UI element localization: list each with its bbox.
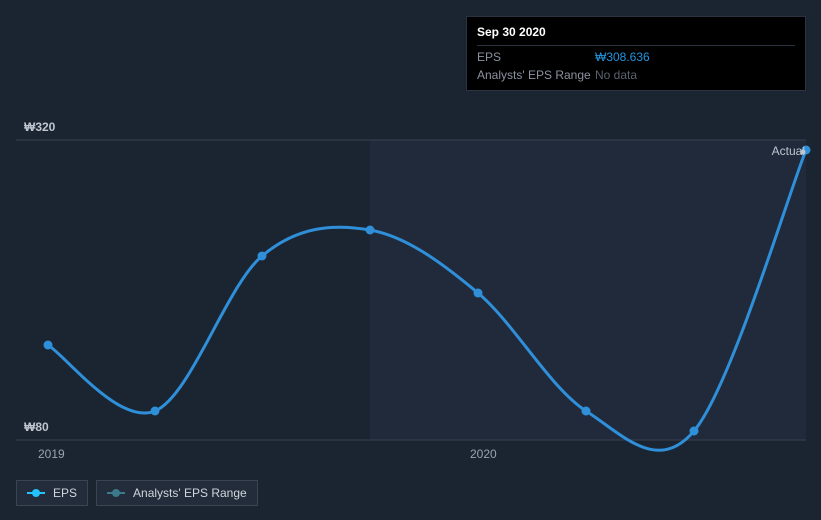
- legend-label: EPS: [53, 486, 77, 500]
- tooltip-value: ₩308.636: [595, 50, 650, 64]
- actual-label: Actual: [772, 144, 805, 158]
- y-tick-top: ₩320: [24, 120, 55, 134]
- tooltip-row-eps: EPS ₩308.636: [477, 46, 795, 64]
- legend-item-range[interactable]: Analysts' EPS Range: [96, 480, 258, 506]
- circle-icon: [27, 489, 45, 497]
- legend-item-eps[interactable]: EPS: [16, 480, 88, 506]
- circle-icon: [107, 489, 125, 497]
- tooltip-label: EPS: [477, 50, 595, 64]
- chart-tooltip: Sep 30 2020 EPS ₩308.636 Analysts' EPS R…: [466, 16, 806, 91]
- legend-label: Analysts' EPS Range: [133, 486, 247, 500]
- x-tick-2019: 2019: [38, 447, 65, 461]
- tooltip-label: Analysts' EPS Range: [477, 68, 595, 82]
- legend: EPS Analysts' EPS Range: [16, 480, 258, 506]
- y-tick-bottom: ₩80: [24, 420, 49, 434]
- tooltip-value: No data: [595, 68, 637, 82]
- tooltip-date: Sep 30 2020: [477, 25, 795, 46]
- tooltip-row-range: Analysts' EPS Range No data: [477, 64, 795, 82]
- x-tick-2020: 2020: [470, 447, 497, 461]
